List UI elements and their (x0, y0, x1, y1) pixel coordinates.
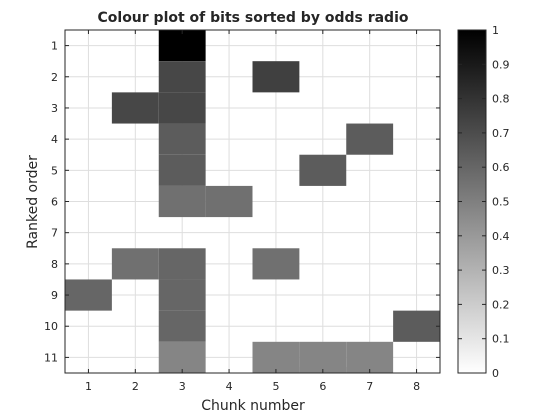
y-tick-label: 3 (51, 102, 58, 115)
x-tick-label: 7 (366, 380, 373, 393)
y-tick-label: 10 (44, 320, 58, 333)
colorbar-tick-label: 0.7 (492, 127, 510, 140)
y-tick-label: 7 (51, 227, 58, 240)
chart-title: Colour plot of bits sorted by odds radio (98, 10, 409, 26)
heatmap-cell-r11-c5 (252, 341, 300, 373)
heatmap-cell-r10-c8 (393, 310, 440, 342)
heatmap-cell-r11-c3 (158, 341, 206, 373)
colorbar-tick-label: 0.2 (492, 298, 510, 311)
x-tick-label: 4 (226, 380, 233, 393)
heatmap-cell-r10-c3 (158, 310, 206, 342)
heatmap-cell-r11-c7 (346, 341, 394, 373)
x-tick-label: 3 (179, 380, 186, 393)
y-ticks: 1 2 3 4 5 6 7 8 9 10 11 (44, 40, 440, 364)
y-tick-label: 9 (51, 289, 58, 302)
heatmap-cell-r5-c3 (158, 154, 206, 186)
heatmap-cell-r4-c7 (346, 123, 394, 155)
y-tick-label: 2 (51, 71, 58, 84)
heatmap-cell-r9-c1 (65, 279, 112, 311)
heatmap-cell-r6-c4 (205, 185, 253, 218)
heatmap-cell-r3-c2 (111, 92, 159, 124)
heatmap-cell-r3-c3 (158, 92, 206, 124)
cells-layer (65, 30, 440, 373)
heatmap-cell-r4-c3 (158, 123, 206, 155)
y-tick-label: 5 (51, 164, 58, 177)
heatmap-cell-r8-c3 (158, 248, 206, 280)
colorbar-tick-label: 0.5 (492, 196, 510, 209)
heatmap-cell-r5-c6 (299, 154, 347, 186)
colorbar-tick-label: 0.8 (492, 93, 510, 106)
colorbar-tick-label: 0.3 (492, 264, 510, 277)
y-tick-label: 6 (51, 196, 58, 209)
heatmap-cell-r8-c2 (111, 248, 159, 280)
x-ticks: 1 2 3 4 5 6 7 8 (85, 30, 420, 393)
x-tick-label: 8 (413, 380, 420, 393)
colorbar-tick-label: 0.6 (492, 161, 510, 174)
x-tick-label: 2 (132, 380, 139, 393)
heatmap-cell-r2-c3 (158, 61, 206, 93)
colorbar-tick-label: 0.9 (492, 58, 510, 71)
heatmap-cell-r2-c5 (252, 61, 300, 93)
colorbar-tick-label: 0.1 (492, 333, 510, 346)
x-tick-label: 6 (319, 380, 326, 393)
heatmap-cell-r9-c3 (158, 279, 206, 311)
heatmap-cell-r6-c3 (158, 185, 206, 218)
heatmap-cell-r1-c3 (158, 30, 206, 62)
x-tick-label: 5 (272, 380, 279, 393)
colorbar (457, 29, 487, 374)
heatmap-cell-r8-c5 (252, 248, 300, 280)
colorbar-tick-label: 0.4 (492, 230, 510, 243)
x-tick-label: 1 (85, 380, 92, 393)
colorbar-ticks: 0 0.1 0.2 0.3 0.4 0.5 0.6 0.7 0.8 0.9 1 (458, 24, 510, 380)
x-axis-label: Chunk number (201, 398, 305, 414)
colorbar-tick-label: 1 (492, 24, 499, 37)
y-tick-label: 4 (51, 133, 58, 146)
y-axis-label: Ranked order (25, 155, 41, 249)
y-tick-label: 8 (51, 258, 58, 271)
y-tick-label: 11 (44, 351, 58, 364)
colorbar-tick-label: 0 (492, 367, 499, 380)
y-tick-label: 1 (51, 40, 58, 53)
